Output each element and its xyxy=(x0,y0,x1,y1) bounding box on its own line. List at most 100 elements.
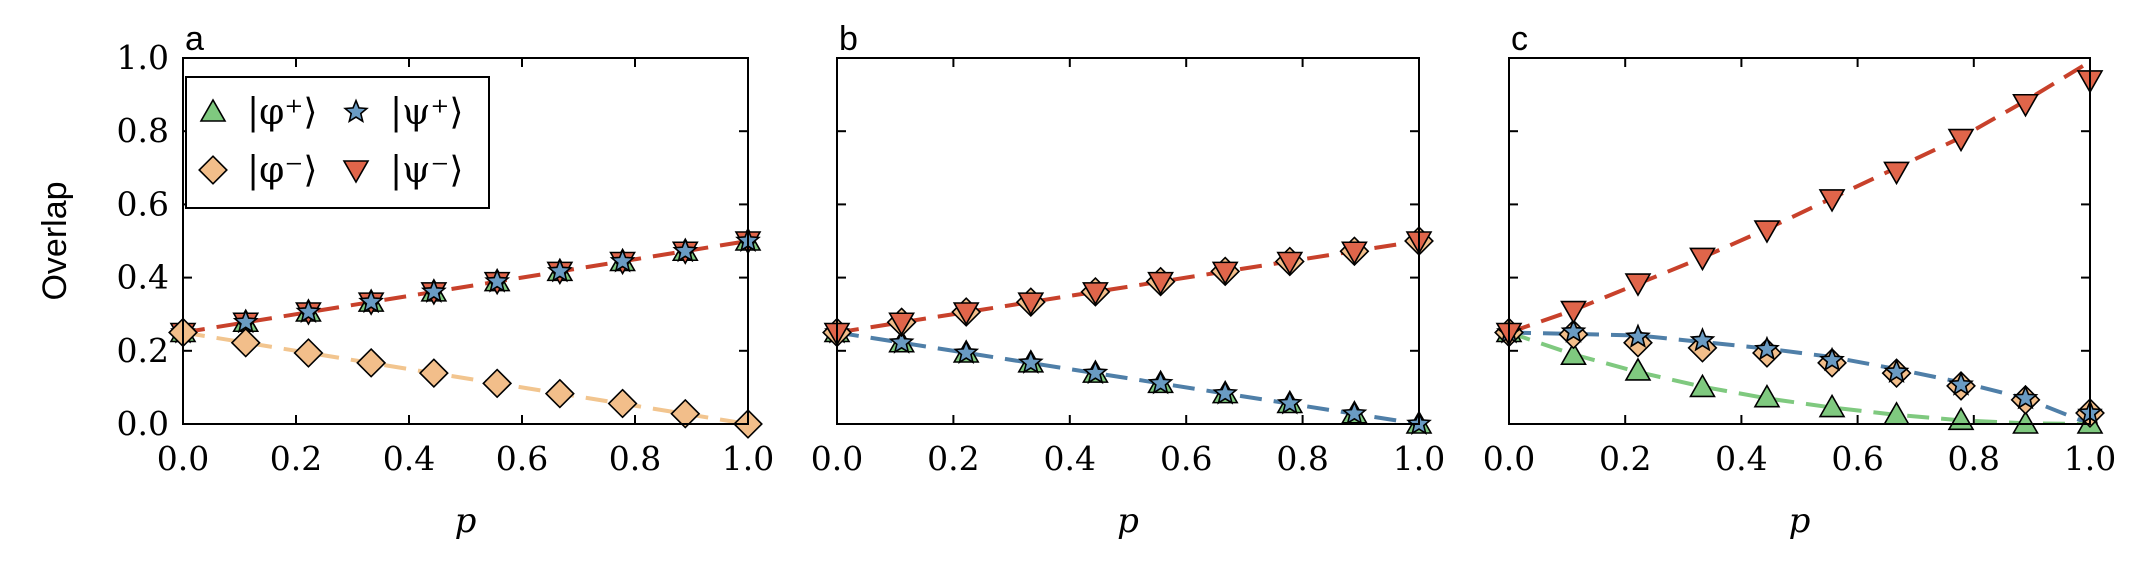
data-point-triangle-down xyxy=(1147,271,1174,296)
x-tick-label: 1.0 xyxy=(1393,439,1445,478)
legend-label: |φ⁺⟩ xyxy=(247,92,317,133)
axes-frame xyxy=(182,57,749,425)
data-point-diamond xyxy=(293,338,324,368)
x-tick-label: 0.0 xyxy=(1483,439,1535,478)
x-tick-label: 0.6 xyxy=(1831,439,1883,478)
data-point-star xyxy=(1625,323,1651,348)
data-point-star xyxy=(609,247,636,273)
data-point-triangle-up xyxy=(1560,341,1587,365)
data-point-star xyxy=(888,329,915,354)
data-point-star xyxy=(1819,346,1845,372)
data-point-star xyxy=(1341,400,1368,425)
data-point-star xyxy=(1212,380,1239,405)
data-point-diamond xyxy=(607,388,638,419)
x-tick-label: 1.0 xyxy=(722,439,774,478)
legend-box xyxy=(185,76,490,209)
x-tick-label: 0.2 xyxy=(1599,439,1651,478)
x-tick-label: 0.8 xyxy=(1948,439,2000,478)
x-axis-title: p xyxy=(455,501,477,541)
data-point-diamond xyxy=(544,378,575,409)
y-tick-label: 1.0 xyxy=(117,38,169,77)
data-point-diamond xyxy=(482,368,513,399)
legend-marker xyxy=(199,98,227,122)
data-point-triangle-up xyxy=(1818,393,1846,418)
data-point-star xyxy=(2012,384,2039,410)
y-axis-title: Overlap xyxy=(36,181,74,300)
axes-frame xyxy=(1508,57,2091,425)
data-point-triangle-down xyxy=(1560,300,1587,325)
data-point-star xyxy=(672,237,699,263)
x-tick-label: 0.4 xyxy=(383,439,435,478)
x-tick-label: 0.6 xyxy=(1160,439,1212,478)
x-tick-label: 0.8 xyxy=(1276,439,1328,478)
fit-line xyxy=(183,330,748,424)
fit-line xyxy=(1509,330,2090,424)
data-point-triangle-down xyxy=(1082,282,1109,306)
fit-line xyxy=(1509,59,2090,335)
legend-marker xyxy=(342,160,370,184)
data-point-star xyxy=(1754,335,1780,361)
data-point-star xyxy=(1276,389,1303,415)
legend-label: |ψ⁺⟩ xyxy=(390,92,463,133)
fit-line xyxy=(1509,330,2090,424)
x-axis-title: p xyxy=(1789,501,1811,541)
data-point-triangle-down xyxy=(1017,292,1045,316)
data-point-triangle-up xyxy=(1753,384,1781,408)
fit-line xyxy=(837,239,1419,335)
x-tick-label: 0.2 xyxy=(927,439,979,478)
panel-b: 0.0 0.2 0.4 0.6 0.8 1.0 p b xyxy=(811,20,1445,541)
y-tick-label: 0.0 xyxy=(117,404,169,443)
data-point-star xyxy=(358,288,385,314)
data-point-star xyxy=(1560,318,1587,343)
x-tick-label: 0.0 xyxy=(811,439,863,478)
data-point-triangle-down xyxy=(888,312,915,336)
data-point-triangle-up xyxy=(2012,410,2039,434)
data-point-diamond xyxy=(418,358,449,389)
x-axis-title: p xyxy=(1117,501,1139,541)
x-tick-label: 0.0 xyxy=(157,439,209,478)
y-tick-label: 0.4 xyxy=(117,258,169,297)
x-tick-label: 0.8 xyxy=(609,439,661,478)
panel-label: b xyxy=(839,20,858,58)
data-point-star xyxy=(1883,358,1910,383)
legend-marker xyxy=(198,155,228,185)
panel-label: a xyxy=(185,20,204,58)
x-tick-label: 1.0 xyxy=(2064,439,2116,478)
x-tick-label: 0.4 xyxy=(1044,439,1096,478)
data-point-star xyxy=(420,278,447,303)
data-point-star xyxy=(1082,359,1109,385)
data-point-triangle-down xyxy=(1947,128,1975,153)
data-point-triangle-down xyxy=(1818,189,1846,213)
data-point-star xyxy=(295,298,322,323)
data-point-triangle-down xyxy=(1753,220,1781,244)
fit-line xyxy=(183,239,748,335)
data-point-triangle-up xyxy=(1624,357,1652,381)
panel-a: 0.0 0.2 0.4 0.6 0.8 1.0 0.0 0.2 0.4 0.6 0.8 1.0 p Ove… xyxy=(36,20,774,541)
data-point-star xyxy=(1147,369,1174,395)
legend-label: |φ⁻⟩ xyxy=(247,150,317,191)
x-tick-label: 0.2 xyxy=(270,439,322,478)
data-point-star xyxy=(953,339,980,364)
data-point-triangle-up xyxy=(1689,373,1716,398)
panel-c: 0.0 0.2 0.4 0.6 0.8 1.0 p c xyxy=(1483,20,2116,541)
data-point-triangle-down xyxy=(2012,93,2039,118)
data-point-star xyxy=(232,308,259,334)
data-point-diamond xyxy=(670,398,701,429)
x-tick-label: 0.6 xyxy=(496,439,548,478)
data-point-star xyxy=(1017,349,1044,374)
data-point-diamond xyxy=(230,327,261,358)
y-tick-label: 0.8 xyxy=(117,111,169,150)
legend-marker xyxy=(343,98,369,123)
y-tick-label: 0.2 xyxy=(117,331,169,370)
data-point-triangle-down xyxy=(952,302,980,326)
data-point-star xyxy=(484,268,511,293)
fit-line xyxy=(837,330,1419,424)
y-tick-label: 0.6 xyxy=(117,184,169,223)
data-point-star xyxy=(1689,327,1716,352)
data-point-diamond xyxy=(356,347,387,378)
data-point-triangle-down xyxy=(1276,251,1304,276)
data-point-triangle-down xyxy=(1883,161,1910,186)
legend: |φ⁺⟩ |ψ⁺⟩ |φ⁻⟩ |ψ⁻⟩ xyxy=(185,76,490,209)
axes-frame xyxy=(836,57,1420,425)
